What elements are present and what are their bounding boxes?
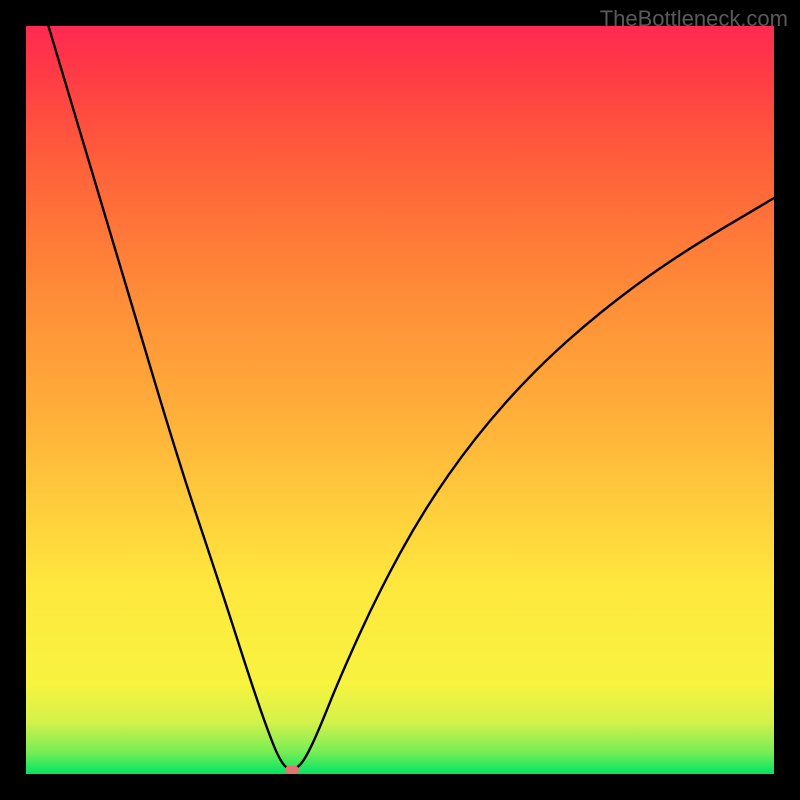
curve-svg bbox=[26, 26, 774, 774]
bottleneck-curve bbox=[48, 26, 774, 770]
optimal-marker bbox=[285, 765, 299, 774]
chart-frame: TheBottleneck.com bbox=[0, 0, 800, 800]
watermark-text: TheBottleneck.com bbox=[600, 6, 788, 32]
plot-area bbox=[26, 26, 774, 774]
